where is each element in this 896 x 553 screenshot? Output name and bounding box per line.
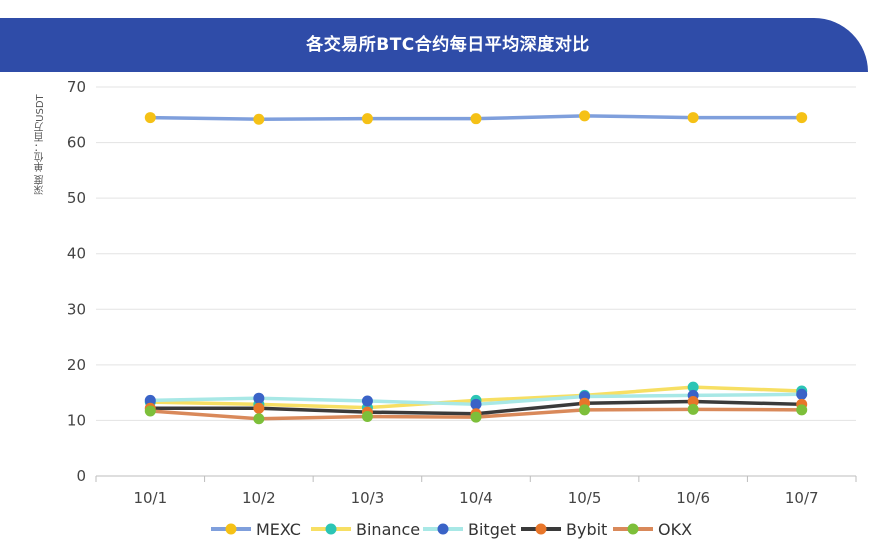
point-okx (144, 405, 156, 417)
point-bitget (361, 395, 373, 407)
legend-marker-binance (325, 523, 337, 535)
legend-marker-okx (627, 523, 639, 535)
y-tick-label: 70 (67, 78, 86, 96)
x-tick-label: 10/4 (459, 489, 493, 507)
point-mexc (361, 113, 373, 125)
x-tick-label: 10/1 (133, 489, 167, 507)
y-tick-label: 50 (67, 189, 86, 207)
x-tick-label: 10/5 (568, 489, 602, 507)
legend: MEXC Binance Bitget Bybit OKX (211, 520, 692, 539)
legend-marker-mexc (225, 523, 237, 535)
series-lines (148, 114, 804, 421)
point-bitget (796, 388, 808, 400)
legend-label-mexc: MEXC (256, 520, 301, 539)
x-tick-label: 10/2 (242, 489, 276, 507)
point-okx (579, 404, 591, 416)
point-bitget (144, 394, 156, 406)
series-points (144, 110, 808, 425)
point-mexc (144, 112, 156, 124)
point-okx (470, 411, 482, 423)
point-bitget (470, 398, 482, 410)
point-bybit (253, 402, 265, 414)
point-mexc (579, 110, 591, 122)
grid-lines (96, 86, 856, 421)
point-mexc (687, 112, 699, 124)
point-binance (687, 381, 699, 393)
title-banner: 各交易所BTC合约每日平均深度对比 (0, 18, 868, 72)
point-mexc (796, 112, 808, 124)
legend-label-bybit: Bybit (566, 520, 607, 539)
legend-label-binance: Binance (356, 520, 420, 539)
legend-label-bitget: Bitget (468, 520, 516, 539)
legend-label-okx: OKX (658, 520, 692, 539)
y-tick-label: 40 (67, 245, 86, 263)
point-okx (253, 413, 265, 425)
y-tick-label: 10 (67, 411, 86, 429)
y-tick-label: 0 (76, 467, 86, 485)
point-okx (796, 404, 808, 416)
x-tick-label: 10/3 (351, 489, 385, 507)
chart-title: 各交易所BTC合约每日平均深度对比 (306, 35, 590, 55)
y-tick-label: 20 (67, 356, 86, 374)
x-axis: 10/1 10/2 10/3 10/4 10/5 10/6 10/7 (95, 475, 857, 507)
legend-marker-bybit (535, 523, 547, 535)
point-bybit (687, 396, 699, 408)
point-mexc (470, 113, 482, 125)
y-axis-ticks: 0 10 20 30 40 50 60 70 (67, 78, 86, 485)
x-tick-label: 10/6 (676, 489, 710, 507)
point-okx (361, 411, 373, 423)
point-bitget (253, 392, 265, 404)
x-tick-label: 10/7 (785, 489, 819, 507)
y-tick-label: 30 (67, 300, 86, 318)
y-tick-label: 60 (67, 134, 86, 152)
point-okx (687, 403, 699, 415)
point-mexc (253, 113, 265, 125)
legend-marker-bitget (437, 523, 449, 535)
